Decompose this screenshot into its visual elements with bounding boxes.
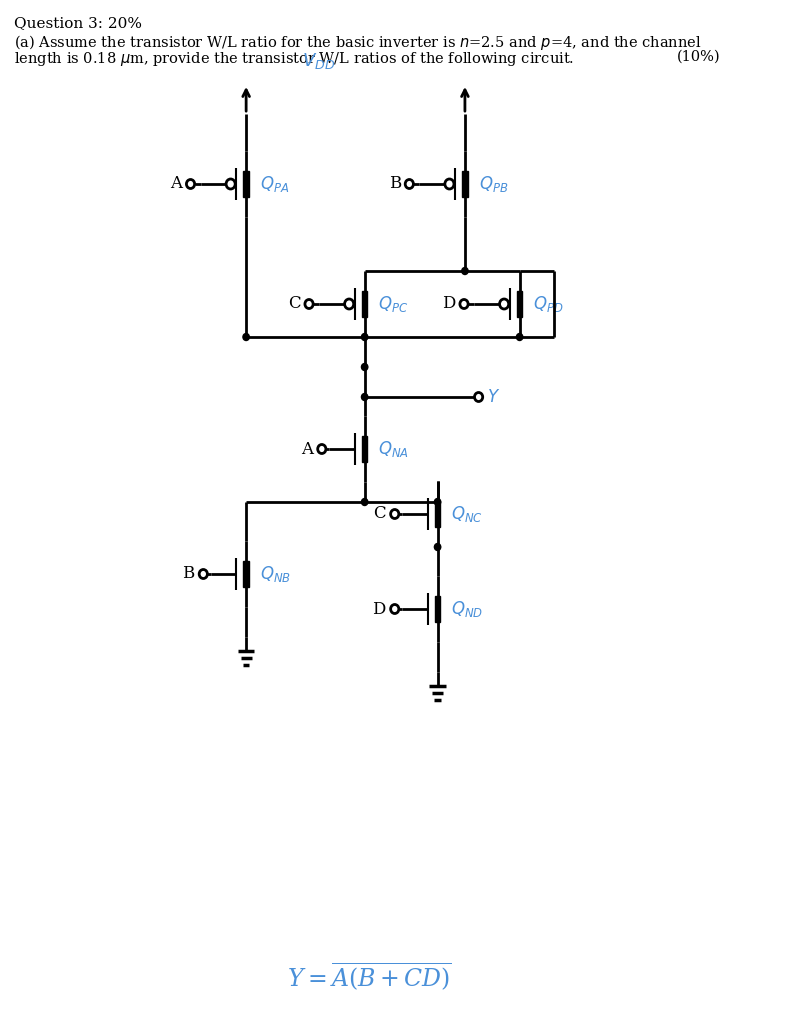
- Text: C: C: [373, 506, 386, 522]
- Circle shape: [462, 267, 468, 274]
- Bar: [362, 291, 368, 317]
- Text: (a) Assume the transistor W/L ratio for the basic inverter is $n$=2.5 and $p$=4,: (a) Assume the transistor W/L ratio for …: [14, 33, 701, 52]
- Text: $Q_{PC}$: $Q_{PC}$: [378, 294, 408, 314]
- Text: A: A: [301, 440, 313, 458]
- Circle shape: [434, 499, 441, 506]
- Text: length is 0.18 $\mu$m, provide the transistor W/L ratios of the following circui: length is 0.18 $\mu$m, provide the trans…: [14, 50, 574, 68]
- Text: $Q_{PB}$: $Q_{PB}$: [479, 174, 508, 194]
- Text: $Q_{PD}$: $Q_{PD}$: [533, 294, 564, 314]
- Bar: [463, 171, 467, 197]
- Text: $Q_{NB}$: $Q_{NB}$: [260, 564, 291, 584]
- Bar: [517, 291, 522, 317]
- Text: $Q_{NA}$: $Q_{NA}$: [378, 439, 409, 459]
- Circle shape: [517, 334, 522, 341]
- Circle shape: [361, 393, 368, 400]
- Bar: [435, 596, 441, 622]
- Text: D: D: [373, 600, 386, 617]
- Text: $Y$: $Y$: [487, 388, 500, 406]
- Text: $Y = \overline{A(B + CD)}$: $Y = \overline{A(B + CD)}$: [287, 961, 452, 992]
- Circle shape: [243, 334, 249, 341]
- Bar: [243, 561, 249, 587]
- Text: C: C: [288, 296, 301, 312]
- Text: $Q_{NC}$: $Q_{NC}$: [451, 504, 483, 524]
- Bar: [362, 436, 368, 462]
- Text: B: B: [182, 565, 194, 583]
- Text: Question 3: 20%: Question 3: 20%: [14, 16, 142, 30]
- Bar: [243, 171, 249, 197]
- Text: (10%): (10%): [676, 50, 720, 63]
- Text: $Q_{PA}$: $Q_{PA}$: [260, 174, 289, 194]
- Bar: [435, 501, 441, 527]
- Text: $Q_{ND}$: $Q_{ND}$: [451, 599, 484, 618]
- Text: D: D: [442, 296, 456, 312]
- Text: B: B: [389, 175, 401, 193]
- Text: $V_{DD}$: $V_{DD}$: [302, 51, 335, 71]
- Circle shape: [361, 334, 368, 341]
- Circle shape: [361, 499, 368, 506]
- Circle shape: [361, 364, 368, 371]
- Circle shape: [434, 544, 441, 551]
- Text: A: A: [170, 175, 182, 193]
